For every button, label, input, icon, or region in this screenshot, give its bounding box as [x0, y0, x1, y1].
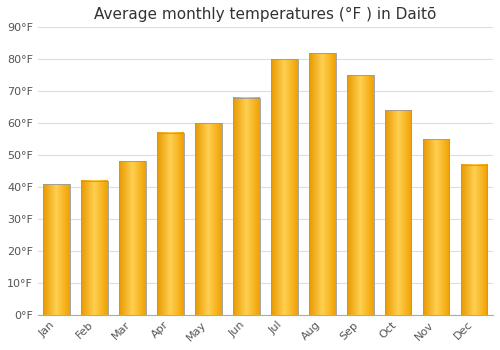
Bar	[44, 184, 70, 315]
Bar	[347, 75, 374, 315]
Bar	[309, 53, 336, 315]
Bar	[158, 133, 184, 315]
Bar	[271, 59, 297, 315]
Title: Average monthly temperatures (°F ) in Daitō: Average monthly temperatures (°F ) in Da…	[94, 7, 436, 22]
Bar	[233, 98, 260, 315]
Bar	[120, 161, 146, 315]
Bar	[461, 164, 487, 315]
Bar	[195, 123, 222, 315]
Bar	[82, 181, 108, 315]
Bar	[423, 139, 450, 315]
Bar	[385, 110, 411, 315]
